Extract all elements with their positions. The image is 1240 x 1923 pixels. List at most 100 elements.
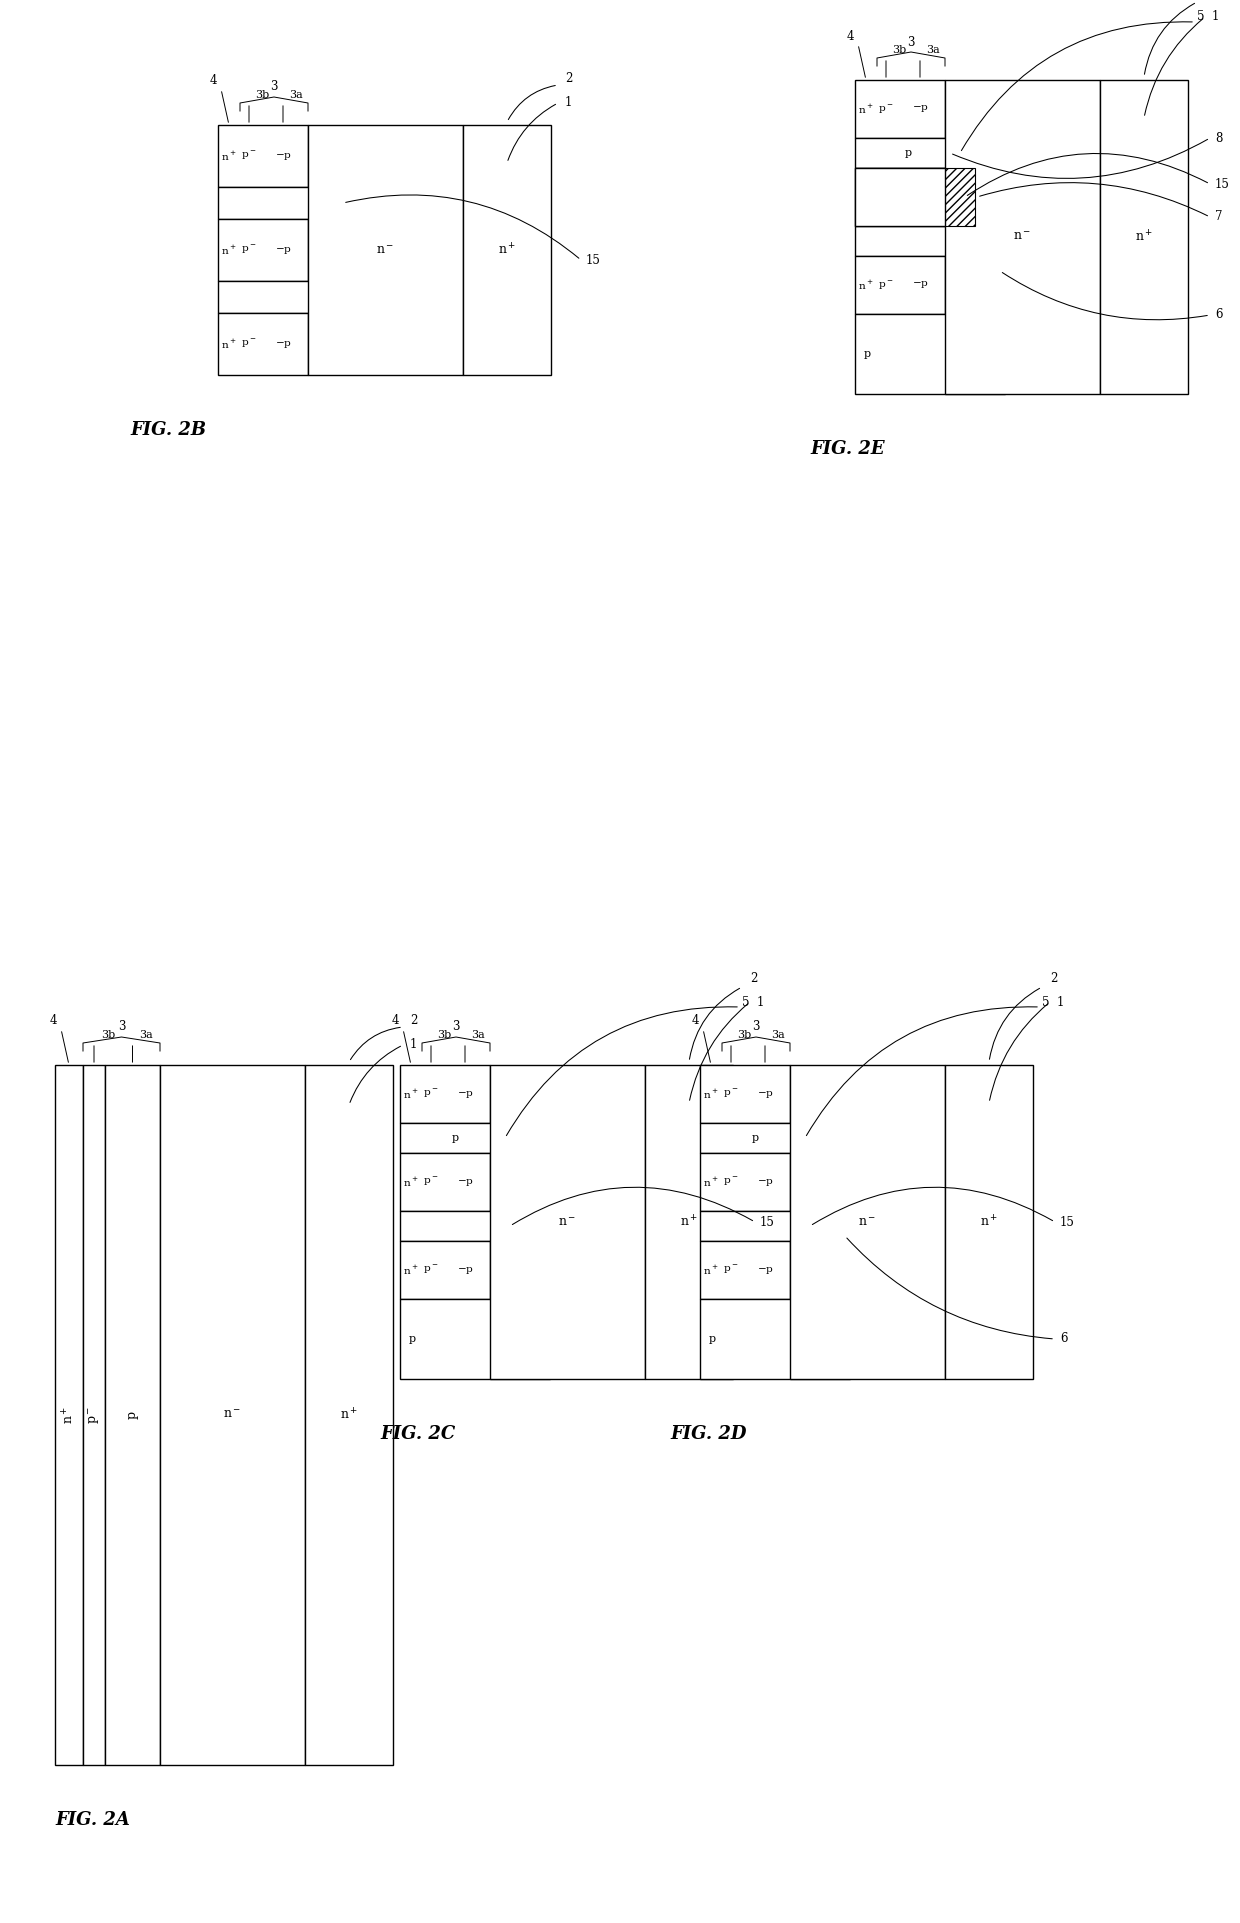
Text: n$^+$: n$^+$ (858, 102, 874, 115)
Text: 1: 1 (565, 96, 573, 110)
Text: 6: 6 (1215, 308, 1223, 321)
Text: 3b: 3b (255, 90, 269, 100)
Bar (945, 1065, 1033, 1379)
Bar (701, 1123, 849, 1154)
Text: n$^+$: n$^+$ (703, 1175, 719, 1188)
Bar (701, 1154, 790, 1211)
Bar (218, 313, 308, 375)
Text: p$^-$: p$^-$ (878, 279, 894, 292)
Bar (701, 1240, 790, 1300)
Text: p$^-$: p$^-$ (723, 1263, 739, 1277)
Text: 1: 1 (410, 1038, 418, 1052)
Text: 3b: 3b (892, 44, 906, 56)
Text: n$^-$: n$^-$ (1013, 231, 1032, 244)
Bar (218, 125, 308, 187)
Text: $-$p: $-$p (456, 1088, 474, 1100)
Text: p: p (408, 1335, 415, 1344)
Text: 7: 7 (1215, 210, 1223, 223)
Text: p: p (863, 348, 870, 360)
Text: n$^+$: n$^+$ (980, 1213, 998, 1229)
Text: $-$p: $-$p (456, 1265, 474, 1275)
Text: n$^+$: n$^+$ (403, 1263, 419, 1277)
Text: p: p (451, 1133, 459, 1142)
Text: 5: 5 (1042, 996, 1049, 1008)
Bar (401, 1240, 490, 1300)
Bar (701, 1211, 849, 1240)
Text: n$^+$: n$^+$ (403, 1086, 419, 1100)
Text: $-$p: $-$p (911, 104, 929, 115)
Bar (160, 1065, 305, 1765)
Text: 3b: 3b (436, 1031, 451, 1040)
Text: n$^+$: n$^+$ (221, 337, 237, 350)
Bar (945, 81, 1100, 394)
Bar (463, 125, 551, 375)
Text: $-$p: $-$p (911, 279, 929, 290)
Bar (701, 1065, 790, 1123)
Bar (856, 167, 945, 227)
Text: p$^-$: p$^-$ (723, 1175, 739, 1188)
Text: n$^+$: n$^+$ (703, 1263, 719, 1277)
Text: 5: 5 (742, 996, 749, 1008)
Text: n$^+$: n$^+$ (221, 244, 237, 256)
Text: n$^+$: n$^+$ (858, 190, 874, 204)
Text: p$^-$: p$^-$ (878, 190, 894, 204)
Text: 3: 3 (270, 81, 278, 94)
Text: $-$p: $-$p (274, 244, 291, 256)
Text: 3: 3 (118, 1021, 125, 1033)
Bar (856, 167, 975, 227)
Text: p: p (904, 148, 911, 158)
Text: n$^-$: n$^-$ (858, 1215, 877, 1229)
Text: $-$p: $-$p (756, 1265, 774, 1275)
Bar (645, 1065, 733, 1379)
Text: 4: 4 (691, 1015, 699, 1027)
Text: 2: 2 (750, 973, 758, 985)
Bar (308, 125, 463, 375)
Text: 15: 15 (1215, 177, 1230, 190)
Text: 3: 3 (453, 1021, 460, 1033)
Text: p$^-$: p$^-$ (242, 244, 257, 256)
Text: n$^+$: n$^+$ (221, 150, 237, 163)
Text: 3b: 3b (737, 1031, 751, 1040)
Bar (856, 138, 1004, 167)
Bar (790, 1065, 945, 1379)
Text: 1: 1 (1056, 996, 1064, 1008)
Text: 3a: 3a (289, 90, 303, 100)
Bar (401, 1211, 551, 1240)
Text: 1: 1 (756, 996, 764, 1008)
Text: 3a: 3a (926, 44, 940, 56)
Bar (490, 1065, 645, 1379)
Text: n$^+$: n$^+$ (403, 1175, 419, 1188)
Text: $-$p: $-$p (274, 150, 291, 162)
Text: n$^-$: n$^-$ (558, 1215, 577, 1229)
Bar (218, 219, 308, 281)
Bar (856, 81, 945, 138)
Text: $-$p: $-$p (456, 1177, 474, 1188)
Bar (401, 1154, 490, 1211)
Text: 15: 15 (760, 1215, 775, 1229)
Text: FIG. 2D: FIG. 2D (670, 1425, 746, 1442)
Bar (401, 1123, 551, 1154)
Text: p: p (126, 1411, 139, 1419)
Text: 4: 4 (210, 75, 217, 88)
Bar (218, 187, 368, 219)
Text: $-$p: $-$p (756, 1177, 774, 1188)
Bar (401, 1065, 490, 1123)
Text: FIG. 2B: FIG. 2B (130, 421, 206, 438)
Text: FIG. 2E: FIG. 2E (810, 440, 884, 458)
Text: n$^+$: n$^+$ (340, 1408, 358, 1423)
Text: p$^-$: p$^-$ (242, 338, 257, 350)
Bar (701, 1300, 849, 1379)
Text: n$^+$: n$^+$ (61, 1406, 77, 1425)
Text: p$^-$: p$^-$ (423, 1088, 439, 1100)
Text: FIG. 2A: FIG. 2A (55, 1811, 130, 1829)
Text: n$^+$: n$^+$ (680, 1213, 698, 1229)
Text: 15: 15 (1060, 1215, 1075, 1229)
Bar (218, 281, 368, 313)
Text: 2: 2 (565, 71, 573, 85)
Text: $-$p: $-$p (756, 1088, 774, 1100)
Text: n$^-$: n$^-$ (223, 1408, 242, 1421)
Bar (305, 1065, 393, 1765)
Text: p$^-$: p$^-$ (423, 1263, 439, 1277)
Text: FIG. 2C: FIG. 2C (379, 1425, 455, 1442)
Text: 3a: 3a (771, 1031, 785, 1040)
